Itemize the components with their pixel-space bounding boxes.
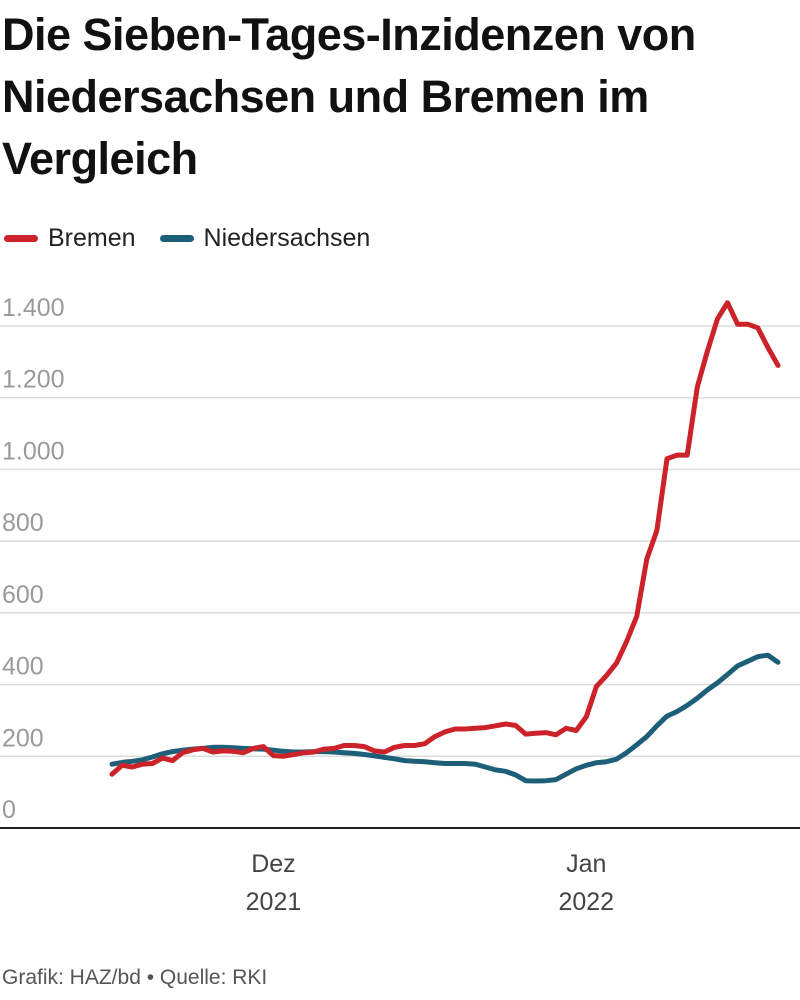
line-chart: 0 200 400 600 800 1.000 1.200 1.400 Dez 2021 Jan 2… <box>0 294 800 916</box>
gridlines <box>0 325 800 758</box>
x-tick-label-month: Jan <box>566 850 606 878</box>
y-tick-label: 200 <box>2 724 44 752</box>
series-line-bremen <box>109 300 781 777</box>
chart-title: Die Sieben-Tages-Inzidenzen von Niedersa… <box>2 9 696 184</box>
x-tick-label-month: Dez <box>251 850 295 878</box>
series-line-niedersachsen <box>109 652 781 784</box>
x-tick-label-year: 2022 <box>558 888 614 916</box>
y-tick-label: 0 <box>2 796 16 824</box>
legend-swatch-bremen <box>4 234 38 242</box>
y-tick-label: 800 <box>2 509 44 537</box>
y-tick-label: 600 <box>2 581 44 609</box>
legend-swatch-niedersachsen <box>159 234 194 242</box>
y-tick-label: 1.200 <box>2 366 65 394</box>
footer-source: Grafik: HAZ/bd • Quelle: RKI <box>2 966 268 989</box>
series-lines <box>109 300 781 784</box>
y-tick-label: 1.400 <box>2 294 65 322</box>
y-tick-label: 400 <box>2 653 44 681</box>
legend-item-niedersachsen: Niedersachsen <box>159 223 371 253</box>
y-axis-labels: 0 200 400 600 800 1.000 1.200 1.400 <box>2 294 65 824</box>
legend-label-niedersachsen: Niedersachsen <box>203 223 371 252</box>
x-axis-labels: Dez 2021 Jan 2022 <box>246 850 614 916</box>
legend: Bremen Niedersachsen <box>4 220 394 256</box>
x-tick-label-year: 2021 <box>246 888 302 916</box>
legend-item-bremen: Bremen <box>4 224 136 253</box>
legend-label-bremen: Bremen <box>48 223 136 252</box>
y-tick-label: 1.000 <box>2 437 65 465</box>
